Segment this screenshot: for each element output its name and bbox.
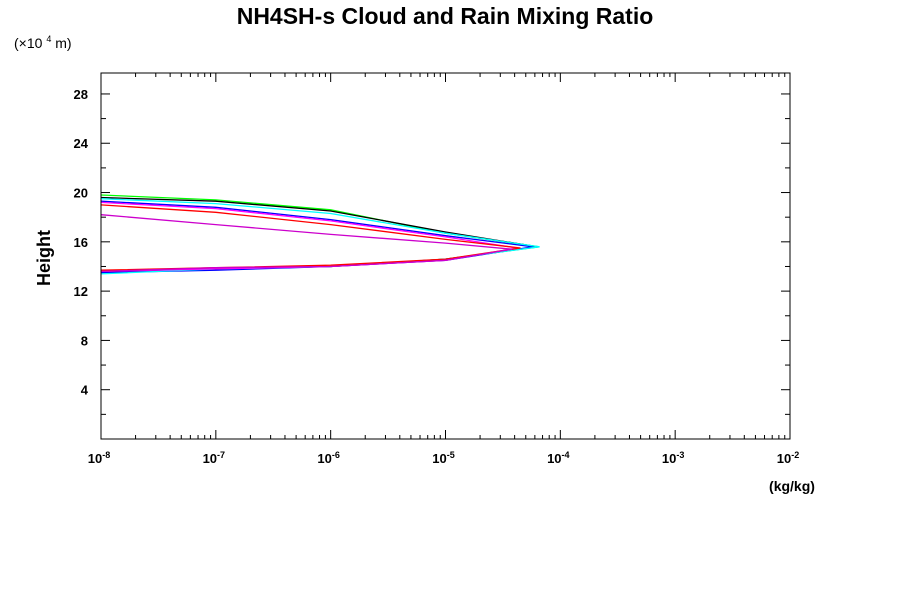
x-tick-label-base: 10 — [88, 451, 102, 466]
y-tick-label: 4 — [81, 383, 89, 398]
x-tick-label: 10-5 — [432, 450, 454, 466]
x-tick-label-exponent: -2 — [791, 450, 799, 460]
x-tick-label: 10-2 — [777, 450, 799, 466]
y-tick-label: 12 — [74, 284, 88, 299]
y-tick-label: 28 — [74, 87, 88, 102]
plot-frame — [100, 72, 791, 440]
x-tick-label-exponent: -7 — [217, 450, 225, 460]
x-tick-label: 10-7 — [203, 450, 225, 466]
y-tick-label: 24 — [74, 136, 89, 151]
y-axis-unit-base: (×10 — [14, 35, 43, 51]
chart-title: NH4SH-s Cloud and Rain Mixing Ratio — [237, 3, 654, 29]
x-axis-unit: (kg/kg) — [769, 478, 815, 494]
x-tick-label-base: 10 — [547, 451, 561, 466]
y-tick-label: 20 — [74, 186, 88, 201]
y-tick-label: 8 — [81, 333, 88, 348]
x-tick-label: 10-6 — [317, 450, 339, 466]
x-tick-label-base: 10 — [203, 451, 217, 466]
x-tick-label-base: 10 — [662, 451, 676, 466]
x-tick-label-exponent: -6 — [332, 450, 340, 460]
x-tick-label-exponent: -8 — [102, 450, 110, 460]
y-axis-label: Height — [34, 230, 54, 286]
x-tick-label-exponent: -5 — [447, 450, 455, 460]
series-line-3 — [100, 200, 534, 274]
series-line-7 — [100, 214, 513, 273]
x-tick-label-exponent: -3 — [676, 450, 684, 460]
y-axis-unit: (×10 4 m) — [14, 29, 72, 51]
y-tick-label: 16 — [74, 235, 88, 250]
x-tick-label-base: 10 — [777, 451, 791, 466]
x-tick-label: 10-4 — [547, 450, 569, 466]
x-tick-label: 10-8 — [88, 450, 110, 466]
x-tick-label-exponent: -4 — [562, 450, 570, 460]
y-axis-unit-exponent: 4 — [46, 34, 51, 44]
x-tick-label: 10-3 — [662, 450, 684, 466]
x-tick-label-base: 10 — [432, 451, 446, 466]
x-tick-label-base: 10 — [317, 451, 331, 466]
series-layer — [100, 194, 540, 275]
y-axis-unit-tail: m) — [55, 35, 71, 51]
